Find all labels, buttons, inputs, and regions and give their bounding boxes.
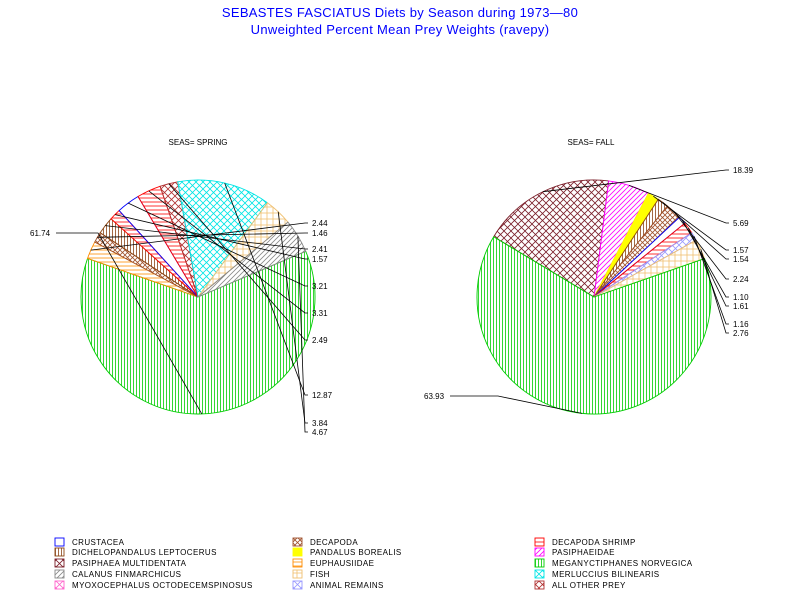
leader-line	[628, 185, 729, 224]
leader-line	[542, 169, 729, 193]
pie-title: SEAS= SPRING	[169, 138, 228, 147]
legend-label: CALANUS FINMARCHICUS	[72, 570, 181, 579]
data-label: 1.10	[733, 293, 749, 302]
legend-swatch	[54, 547, 65, 557]
legend-item-merluccius: MERLUCCIUS BILINEARIS	[534, 569, 660, 579]
leader-line	[693, 236, 729, 325]
legend-label: PANDALUS BOREALIS	[310, 548, 402, 557]
legend: CRUSTACEA DECAPODA DECAPODA SHRIMP DICHELOP…	[54, 537, 693, 590]
legend-label: PASIPHAEA MULTIDENTATA	[72, 559, 187, 568]
legend-swatch	[54, 558, 65, 568]
legend-label: ANIMAL REMAINS	[310, 581, 384, 590]
leader-line	[168, 183, 308, 341]
leader-line	[700, 249, 729, 334]
legend-swatch	[534, 558, 545, 568]
legend-label: MYOXOCEPHALUS OCTODECEMSPINOSUS	[72, 581, 253, 590]
data-label: 1.16	[733, 320, 749, 329]
title-block: SEBASTES FASCIATUS Diets by Season durin…	[0, 4, 800, 38]
data-label: 1.57	[312, 255, 328, 264]
data-label: 3.31	[312, 309, 328, 318]
data-label: 1.57	[733, 246, 749, 255]
leader-line	[90, 222, 308, 251]
legend-item-meganyctiphanes: MEGANYCTIPHANES NORVEGICA	[534, 558, 693, 568]
chart-title: SEBASTES FASCIATUS Diets by Season durin…	[221, 5, 579, 20]
legend-item-euphausiidae: EUPHAUSIIDAE	[292, 558, 374, 568]
legend-item-pasiphaea: PASIPHAEA MULTIDENTATA	[54, 558, 187, 568]
legend-swatch	[54, 569, 65, 579]
data-label: 2.76	[733, 329, 749, 338]
legend-label: ALL OTHER PREY	[552, 581, 626, 590]
legend-item-pandalus: PANDALUS BOREALIS	[292, 547, 402, 557]
legend-item-crustacea: CRUSTACEA	[54, 537, 125, 547]
legend-item-decapoda: DECAPODA	[292, 537, 358, 547]
legend-swatch	[292, 580, 303, 590]
data-label: 61.74	[30, 229, 51, 238]
leader-line	[653, 195, 729, 251]
legend-label: DICHELOPANDALUS LEPTOCERUS	[72, 548, 217, 557]
legend-item-dichelopandalus: DICHELOPANDALUS LEPTOCERUS	[54, 547, 217, 557]
legend-swatch	[534, 580, 545, 590]
legend-swatch	[54, 580, 65, 590]
legend-swatch	[534, 547, 545, 557]
pie-slice-meganyctiphanes	[476, 236, 712, 415]
leader-line	[688, 227, 729, 307]
data-label: 18.39	[733, 166, 754, 175]
leader-line	[114, 214, 308, 260]
leader-line	[97, 232, 308, 238]
data-label: 3.84	[312, 419, 328, 428]
data-label: 1.46	[312, 229, 328, 238]
legend-label: EUPHAUSIIDAE	[310, 559, 374, 568]
pie-title: SEAS= FALL	[568, 138, 615, 147]
legend-item-calanus: CALANUS FINMARCHICUS	[54, 569, 181, 579]
legend-swatch	[292, 558, 303, 568]
pie-1: SEAS= FALL 18.39 5.69 1.571.54 2.24 1.101.61 1…	[424, 138, 754, 415]
legend-swatch	[292, 569, 303, 579]
legend-item-decapoda-shrimp: DECAPODA SHRIMP	[534, 537, 636, 547]
leader-line	[297, 235, 308, 433]
data-label: 63.93	[424, 392, 445, 401]
legend-item-animal-remains: ANIMAL REMAINS	[292, 580, 384, 590]
data-label: 3.21	[312, 282, 328, 291]
pie-0: SEAS= SPRING 61.74 2.441.46 2.411.57 3.21 3.3…	[30, 138, 333, 437]
data-label: 2.44	[312, 219, 328, 228]
data-label: 4.67	[312, 428, 328, 437]
data-label: 2.41	[312, 245, 328, 254]
chart-subtitle: Unweighted Percent Mean Prey Weights (ra…	[250, 22, 550, 37]
leader-line	[148, 190, 308, 314]
legend-swatch	[534, 569, 545, 579]
leader-line	[224, 182, 308, 396]
legend-item-all-other: ALL OTHER PREY	[534, 580, 626, 590]
leader-line	[662, 202, 729, 260]
data-label: 12.87	[312, 391, 333, 400]
leader-line	[56, 232, 203, 415]
legend-item-pasiphaeidae: PASIPHAEIDAE	[534, 547, 615, 557]
leader-line	[450, 395, 582, 414]
legend-swatch	[292, 537, 303, 547]
legend-label: PASIPHAEIDAE	[552, 548, 615, 557]
legend-swatch	[54, 537, 65, 547]
legend-label: FISH	[310, 570, 330, 579]
legend-swatch	[292, 547, 303, 557]
data-label: 1.54	[733, 255, 749, 264]
legend-swatch	[534, 537, 545, 547]
legend-label: MERLUCCIUS BILINEARIS	[552, 570, 660, 579]
legend-label: DECAPODA SHRIMP	[552, 538, 636, 547]
legend-item-fish: FISH	[292, 569, 330, 579]
data-label: 5.69	[733, 219, 749, 228]
legend-label: DECAPODA	[310, 538, 358, 547]
data-label: 2.49	[312, 336, 328, 345]
leader-line	[105, 225, 308, 250]
leader-line	[128, 202, 308, 287]
legend-label: CRUSTACEA	[72, 538, 125, 547]
legend-label: MEGANYCTIPHANES NORVEGICA	[552, 559, 693, 568]
data-label: 2.24	[733, 275, 749, 284]
legend-item-myoxocephalus: MYOXOCEPHALUS OCTODECEMSPINOSUS	[54, 580, 253, 590]
data-label: 1.61	[733, 302, 749, 311]
